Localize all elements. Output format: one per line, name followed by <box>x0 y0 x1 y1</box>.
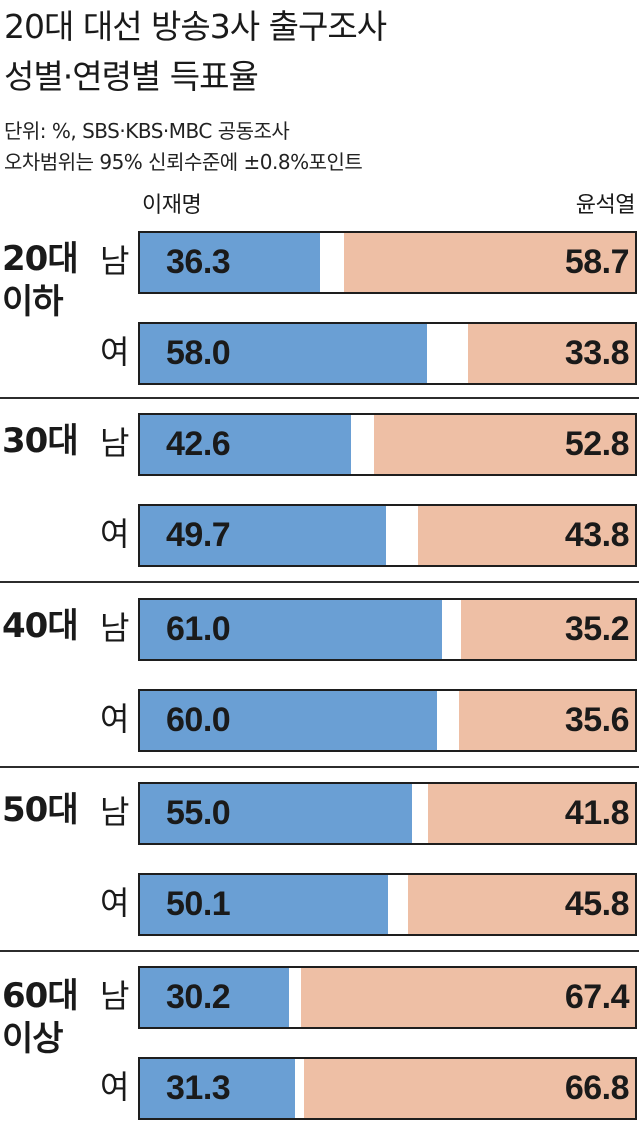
bar-30s-female: 49.7 43.8 <box>138 504 637 567</box>
value-label-lee: 36.3 <box>166 243 231 281</box>
bar-20s-under-female: 58.0 33.8 <box>138 322 637 385</box>
value-label-lee: 55.0 <box>166 794 231 832</box>
value-label-yoon: 43.8 <box>564 516 630 554</box>
value-label-yoon: 66.8 <box>564 1069 630 1107</box>
bar-segment-yoon <box>344 233 635 292</box>
age-group-label-line: 50대 <box>2 790 79 830</box>
bar-20s-under-male: 36.3 58.7 <box>138 231 637 294</box>
bar-50s-male: 55.0 41.8 <box>138 782 637 845</box>
value-label-yoon: 35.2 <box>564 610 630 648</box>
bar-60s-over-female: 31.3 66.8 <box>138 1057 637 1120</box>
age-group-label-40s: 40대 <box>2 605 79 648</box>
error-margin-note: 오차범위는 95% 신뢰수준에 ±0.8%포인트 <box>4 150 363 174</box>
sex-label-female: 여 <box>100 1068 130 1106</box>
value-label-yoon: 41.8 <box>564 794 630 832</box>
bar-segment-lee <box>140 324 428 383</box>
age-group-label-line: 이하 <box>2 281 64 322</box>
bar-segment-lee <box>140 233 320 292</box>
bar-40s-female: 60.0 35.6 <box>138 689 637 752</box>
value-label-lee: 58.0 <box>166 334 231 372</box>
age-group-label-20s-under: 20대 이하 <box>2 238 79 323</box>
bar-50s-female: 50.1 45.8 <box>138 873 637 936</box>
bar-segment-yoon <box>428 784 635 843</box>
bar-segment-yoon <box>418 506 635 565</box>
value-label-yoon: 35.6 <box>564 701 630 739</box>
group-divider <box>0 766 639 768</box>
value-label-yoon: 67.4 <box>564 978 630 1016</box>
sex-label-female: 여 <box>100 333 130 371</box>
value-label-lee: 61.0 <box>166 610 231 648</box>
sex-label-female: 여 <box>100 700 130 738</box>
bar-30s-male: 42.6 52.8 <box>138 413 637 476</box>
value-label-lee: 49.7 <box>166 516 231 554</box>
age-group-label-30s: 30대 <box>2 420 79 463</box>
bar-segment-lee <box>140 875 388 934</box>
sex-label-male: 남 <box>100 977 130 1015</box>
bar-segment-yoon <box>304 1059 635 1118</box>
value-label-lee: 50.1 <box>166 885 231 923</box>
age-group-label-60s-over: 60대 이상 <box>2 975 79 1060</box>
sex-label-female: 여 <box>100 884 130 922</box>
sex-label-male: 남 <box>100 424 130 462</box>
bar-segment-yoon <box>458 691 635 750</box>
chart-title: 20대 대선 방송3사 출구조사 <box>4 7 387 46</box>
age-group-label-line: 60대 <box>2 976 79 1016</box>
sex-label-male: 남 <box>100 793 130 831</box>
bar-segment-yoon <box>408 875 635 934</box>
bar-segment-lee <box>140 506 386 565</box>
age-group-label-line: 이상 <box>2 1018 64 1059</box>
bar-segment-lee <box>140 691 437 750</box>
group-divider <box>0 397 639 399</box>
bar-40s-male: 61.0 35.2 <box>138 598 637 661</box>
value-label-yoon: 33.8 <box>564 334 630 372</box>
chart-subtitle: 성별·연령별 득표율 <box>4 57 259 96</box>
legend-candidate-yoon: 윤석열 <box>575 193 636 218</box>
unit-note: 단위: %, SBS·KBS·MBC 공동조사 <box>4 119 290 143</box>
age-group-label-line: 20대 <box>2 239 79 279</box>
value-label-yoon: 45.8 <box>564 885 630 923</box>
sex-label-male: 남 <box>100 242 130 280</box>
bar-60s-over-male: 30.2 67.4 <box>138 966 637 1029</box>
bar-segment-lee <box>140 968 290 1027</box>
value-label-yoon: 52.8 <box>564 425 630 463</box>
bar-segment-yoon <box>301 968 635 1027</box>
bar-segment-lee <box>140 784 413 843</box>
bar-segment-lee <box>140 415 351 474</box>
value-label-lee: 60.0 <box>166 701 231 739</box>
bar-segment-yoon <box>373 415 635 474</box>
sex-label-female: 여 <box>100 515 130 553</box>
legend-candidate-lee: 이재명 <box>142 193 202 218</box>
bar-segment-lee <box>140 1059 295 1118</box>
age-group-label-50s: 50대 <box>2 789 79 832</box>
sex-label-male: 남 <box>100 609 130 647</box>
age-group-label-line: 30대 <box>2 421 79 461</box>
value-label-lee: 30.2 <box>166 978 231 1016</box>
bar-segment-yoon <box>460 600 635 659</box>
bar-segment-yoon <box>467 324 635 383</box>
value-label-lee: 42.6 <box>166 425 231 463</box>
bar-segment-lee <box>140 600 442 659</box>
value-label-yoon: 58.7 <box>564 243 630 281</box>
group-divider <box>0 950 639 952</box>
value-label-lee: 31.3 <box>166 1069 231 1107</box>
group-divider <box>0 581 639 583</box>
age-group-label-line: 40대 <box>2 606 79 646</box>
